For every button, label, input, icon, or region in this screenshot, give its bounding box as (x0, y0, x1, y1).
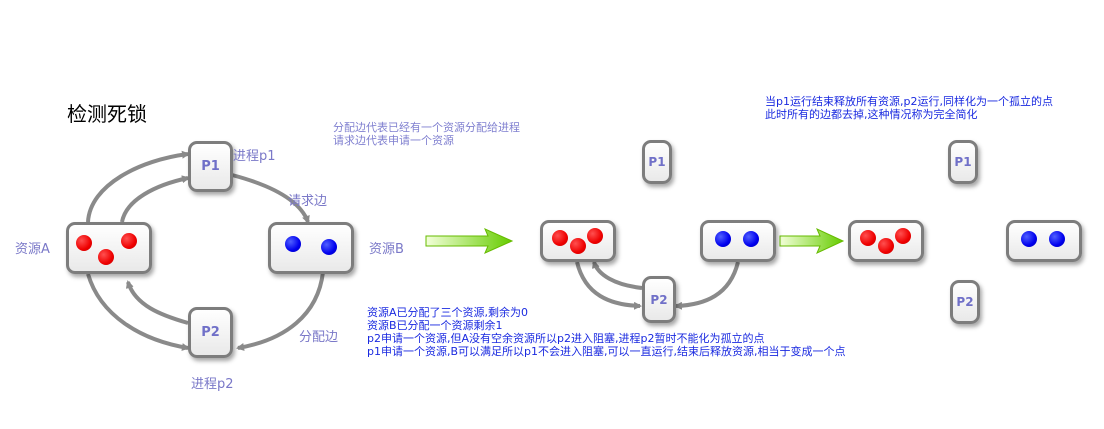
transition-arrow-2 (779, 228, 845, 254)
resource-instance (743, 231, 759, 247)
process-p2-label: 进程p2 (191, 377, 234, 392)
explanation-line: p2申请一个资源,但A没有空余资源所以p2进入阻塞,进程p2暂时不能化为孤立的点 (367, 332, 765, 345)
resource-instance (878, 238, 894, 254)
assign-edge-b-p2 (236, 271, 325, 351)
resource-a-node (66, 222, 152, 274)
process-p2-node-panel2: P2 (642, 276, 676, 323)
final-note-line: 当p1运行结束释放所有资源,p2运行,同样化为一个孤立的点 (765, 95, 1053, 108)
request-edge-p2-a (125, 280, 189, 325)
legend-note: 分配边代表已经有一个资源分配给进程 请求边代表申请一个资源 (333, 121, 520, 147)
page-title: 检测死锁 (67, 102, 147, 126)
assign-edge-a-p2-panel2 (575, 261, 642, 310)
resource-a-node-panel3 (848, 220, 924, 262)
resource-b-node-panel3 (1006, 220, 1082, 262)
request-edge-label: 请求边 (288, 194, 328, 209)
explanation-line: 资源B已分配一个资源剩余1 (367, 319, 503, 332)
resource-instance (570, 238, 586, 254)
resource-b-label: 资源B (369, 242, 404, 257)
transition-arrow-1 (425, 228, 514, 254)
resource-instance (1049, 231, 1065, 247)
resource-instance (285, 236, 301, 252)
explanation-line: 资源A已分配了三个资源,剩余为0 (367, 306, 529, 319)
resource-instance (98, 249, 114, 265)
process-p1-label: 进程p1 (233, 149, 276, 164)
final-note-line: 此时所有的边都去掉,这种情况称为完全简化 (765, 108, 978, 121)
request-edge-p1-b (231, 173, 310, 224)
process-p1-node-panel3: P1 (948, 140, 978, 184)
process-p2-node: P2 (188, 307, 233, 358)
assign-edge-label: 分配边 (299, 330, 339, 345)
resource-a-label: 资源A (15, 242, 50, 257)
resource-instance (76, 235, 92, 251)
resource-instance (895, 228, 911, 244)
resource-b-node-panel2 (700, 220, 776, 262)
assign-edge-b-p2-panel2 (674, 261, 740, 310)
resource-instance (1021, 231, 1037, 247)
legend-note-line: 分配边代表已经有一个资源分配给进程 (333, 121, 520, 134)
explanation-text: 资源A已分配了三个资源,剩余为0 资源B已分配一个资源剩余1 p2申请一个资源,… (367, 306, 846, 358)
request-edge-p2-a-panel2 (591, 260, 643, 290)
explanation-line: p1申请一个资源,B可以满足所以p1不会进入阻塞,可以一直运行,结束后释放资源,… (367, 345, 846, 358)
resource-instance (715, 231, 731, 247)
process-p1-node: P1 (188, 141, 233, 192)
resource-b-node (268, 222, 354, 274)
assign-edge-a-p2 (86, 273, 190, 351)
resource-instance (121, 233, 137, 249)
resource-instance (321, 239, 337, 255)
assign-edge-a-p1-inner (120, 175, 190, 223)
process-p2-node-panel3: P2 (950, 280, 980, 324)
final-note: 当p1运行结束释放所有资源,p2运行,同样化为一个孤立的点 此时所有的边都去掉,… (765, 95, 1053, 121)
assign-edge-a-p1-outer (86, 150, 190, 223)
process-p1-node-panel2: P1 (642, 140, 672, 184)
legend-note-line: 请求边代表申请一个资源 (333, 134, 454, 147)
resource-instance (860, 230, 876, 246)
resource-a-node-panel2 (540, 220, 616, 262)
resource-instance (587, 228, 603, 244)
resource-instance (552, 230, 568, 246)
